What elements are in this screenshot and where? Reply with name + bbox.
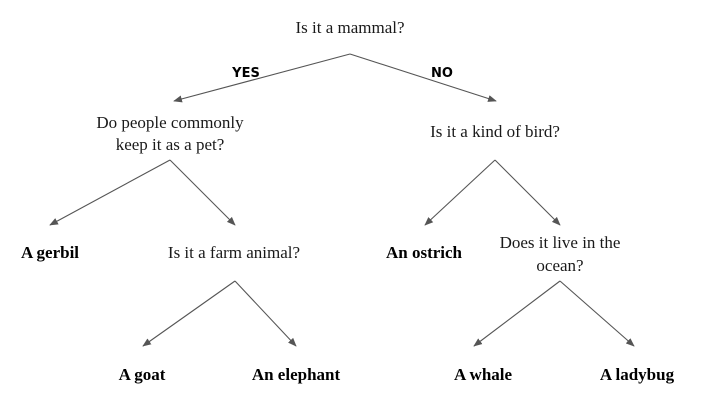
edge-bird-to-ostrich xyxy=(424,159,496,226)
root-question: Is it a mammal? xyxy=(295,18,404,37)
edge-farm-to-goat xyxy=(142,280,236,347)
edge-root-to-bird xyxy=(349,53,497,102)
leaf-ostrich: An ostrich xyxy=(386,243,463,262)
ocean-question-line2: ocean? xyxy=(536,256,583,275)
edge-pet-to-farm xyxy=(169,159,236,226)
edge-farm-to-elephant xyxy=(234,280,297,347)
pet-question-line1: Do people commonly xyxy=(96,113,244,132)
no-branch-label: NO xyxy=(431,66,453,81)
edge-bird-to-ocean xyxy=(494,159,561,226)
leaf-elephant: An elephant xyxy=(252,365,341,384)
ocean-question-line1: Does it live in the xyxy=(500,233,621,252)
edge-pet-to-gerbil xyxy=(49,159,171,226)
leaf-goat: A goat xyxy=(119,365,166,384)
yes-branch-label: YES xyxy=(231,66,260,81)
farm-question: Is it a farm animal? xyxy=(168,243,300,262)
pet-question-line2: keep it as a pet? xyxy=(116,135,225,154)
leaf-ladybug: A ladybug xyxy=(600,365,675,384)
edge-root-to-pet xyxy=(173,53,351,103)
bird-question: Is it a kind of bird? xyxy=(430,122,560,141)
leaf-gerbil: A gerbil xyxy=(21,243,79,262)
edge-ocean-to-whale xyxy=(473,280,561,347)
edge-ocean-to-ladybug xyxy=(559,280,635,347)
leaf-whale: A whale xyxy=(454,365,513,384)
